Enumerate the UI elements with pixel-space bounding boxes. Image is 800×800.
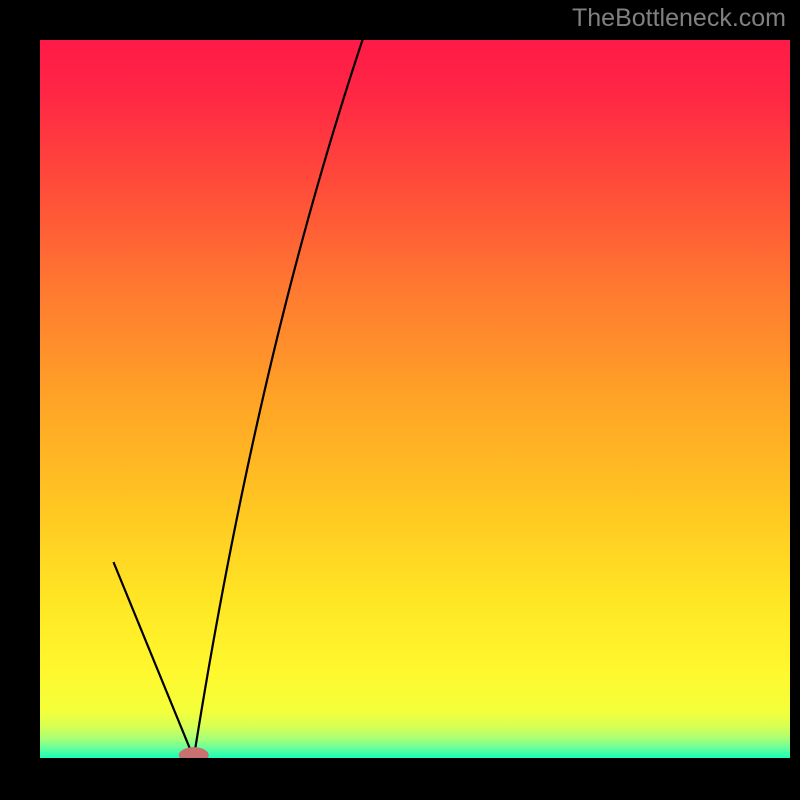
minimum-marker bbox=[179, 747, 209, 763]
chart-root: TheBottleneck.com bbox=[0, 0, 800, 800]
plot-svg bbox=[0, 0, 800, 800]
watermark-text: TheBottleneck.com bbox=[572, 4, 786, 33]
gradient-background bbox=[40, 40, 790, 758]
